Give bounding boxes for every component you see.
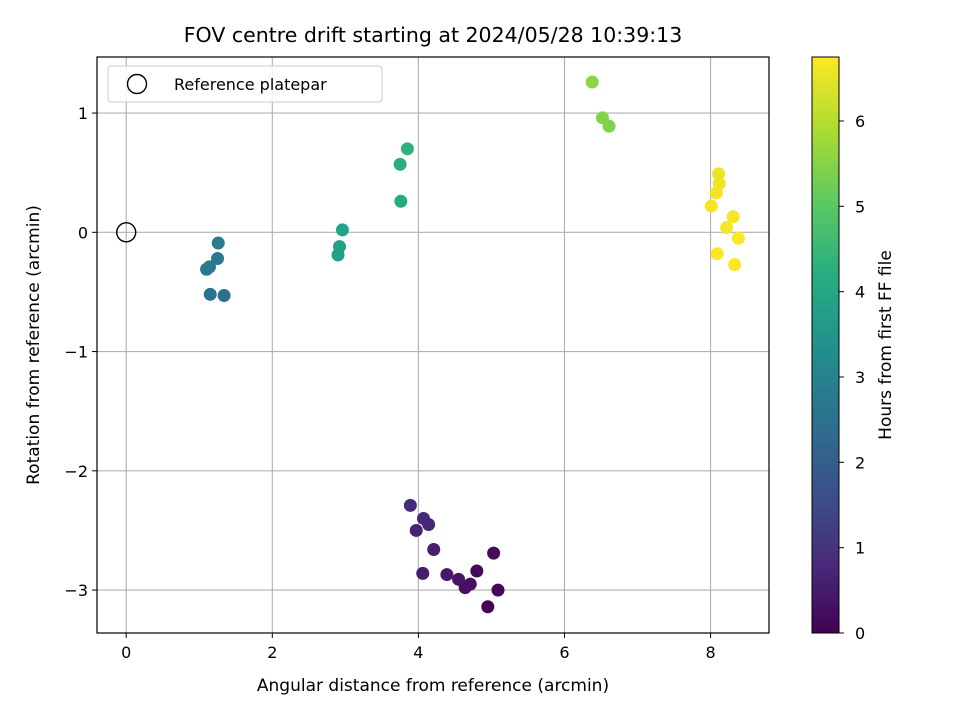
data-point (335, 223, 349, 237)
data-point (470, 564, 484, 578)
y-tick-label: −2 (64, 462, 88, 481)
colorbar-tick-label: 1 (855, 539, 865, 558)
data-point (452, 572, 466, 586)
data-point (726, 210, 740, 224)
legend: Reference platepar (107, 65, 383, 103)
colorbar: 0 1 2 3 4 5 6 Hours from first FF file (811, 56, 896, 643)
data-point (585, 75, 599, 89)
colorbar-label: Hours from first FF file (876, 250, 896, 440)
y-tick-label: −3 (64, 581, 88, 600)
colorbar-tick-label: 2 (855, 453, 865, 472)
y-tick-label: 0 (78, 223, 88, 242)
y-axis-label: Rotation from reference (arcmin) (24, 205, 44, 485)
reference-marker (116, 222, 137, 243)
colorbar-tick-label: 4 (855, 283, 865, 302)
x-tick-label: 4 (413, 643, 423, 662)
plot-frame (96, 56, 770, 634)
data-point (394, 194, 408, 208)
data-point (333, 240, 347, 254)
data-point (704, 199, 718, 213)
data-point (211, 252, 225, 266)
legend-label: Reference platepar (174, 75, 327, 94)
chart-title: FOV centre drift starting at 2024/05/28 … (184, 23, 683, 47)
data-point (487, 546, 501, 560)
colorbar-tick-label: 3 (855, 368, 865, 387)
colorbar-ticks: 0 1 2 3 4 5 6 (839, 112, 865, 643)
x-tick-label: 0 (121, 643, 131, 662)
data-point (481, 600, 495, 614)
data-point (400, 142, 414, 156)
y-tick-label: −1 (64, 343, 88, 362)
data-point (731, 231, 745, 245)
data-point (440, 568, 454, 582)
data-point (427, 543, 441, 557)
x-tick-label: 2 (267, 643, 277, 662)
data-point (202, 260, 216, 274)
x-axis-ticks: 0 2 4 6 8 (121, 633, 716, 662)
data-point (720, 221, 734, 235)
data-point (211, 236, 225, 250)
grid-lines (97, 57, 769, 633)
x-axis-label: Angular distance from reference (arcmin) (257, 676, 609, 696)
legend-box (107, 65, 383, 103)
data-point (409, 523, 423, 537)
y-tick-label: 1 (78, 104, 88, 123)
data-point (217, 289, 231, 303)
data-point (203, 287, 217, 301)
data-point (728, 258, 742, 272)
data-point (491, 583, 505, 597)
x-tick-label: 8 (705, 643, 715, 662)
colorbar-tick-label: 0 (855, 624, 865, 643)
data-point (710, 247, 724, 261)
data-point (403, 498, 417, 512)
legend-marker (126, 73, 148, 95)
data-point (393, 157, 407, 171)
data-point (709, 186, 723, 200)
reference-point (116, 222, 137, 243)
x-tick-label: 6 (559, 643, 569, 662)
data-point (595, 111, 609, 125)
data-point (416, 566, 430, 580)
colorbar-tick-label: 6 (855, 112, 865, 131)
data-points (200, 75, 745, 614)
colorbar-tick-label: 5 (855, 197, 865, 216)
colorbar-gradient (811, 56, 840, 634)
data-point (417, 512, 431, 526)
y-axis-ticks: −3 −2 −1 0 1 (64, 104, 97, 600)
data-point (712, 167, 726, 181)
